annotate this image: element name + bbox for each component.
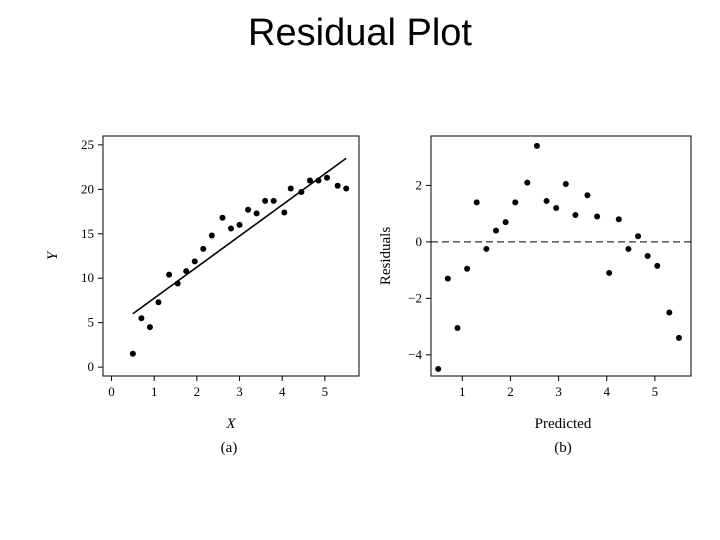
panel-b-data-point [483, 245, 490, 252]
panel-a-data-point [334, 182, 341, 189]
panel-b-data-point [644, 253, 651, 259]
panel-b-data-point [435, 365, 442, 372]
panel-b-y-tick-label: −4 [408, 347, 422, 362]
panel-b-data-point [635, 233, 642, 240]
panel-a-points [129, 174, 350, 357]
panel-a-data-point [174, 280, 181, 287]
panel-a-data-point [262, 197, 269, 204]
panel-a-x-tick-label: 3 [236, 384, 243, 399]
panel-b-data-point [666, 309, 673, 316]
panel-b-y-ticks: −4 −2 0 2 [408, 177, 431, 362]
panel-a-panel-label: (a) [221, 440, 238, 456]
panel-a-x-ticks: 0 1 2 3 4 5 [108, 376, 328, 399]
panel-a-data-point [298, 189, 305, 195]
panel-b-y-tick-label: 2 [416, 177, 423, 192]
panel-a-y-label: Y [45, 250, 61, 260]
panel-a-data-point [287, 185, 294, 192]
panel-b-data-point [675, 334, 682, 341]
panel-b-data-point [502, 219, 509, 226]
panel-b-data-point [584, 192, 591, 199]
panel-b-x-ticks: 1 2 3 4 5 [459, 376, 658, 399]
panel-b-x-tick-label: 3 [555, 384, 562, 399]
panel-b-data-point [524, 179, 531, 186]
panel-a-y-tick-label: 15 [81, 226, 94, 241]
panel-a-data-point [236, 221, 243, 228]
panel-b-data-point [464, 265, 471, 272]
panel-a-data-point [253, 210, 260, 217]
panel-a-fit-line [132, 157, 347, 315]
panel-a-x-tick-label: 5 [322, 384, 329, 399]
panel-a-data-point [200, 245, 207, 252]
panel-b-data-point [562, 181, 569, 187]
panel-b-data-point [594, 213, 601, 220]
panel-a-y-tick-label: 20 [81, 181, 94, 196]
panel-a-data-point [245, 206, 252, 213]
panel-b-data-point [444, 275, 451, 282]
panel-b-x-label: Predicted [535, 416, 592, 432]
panel-b-x-tick-label: 5 [652, 384, 659, 399]
panel-b-x-tick-label: 2 [507, 384, 514, 399]
panel-a-frame [102, 135, 360, 377]
panel-a-data-point [166, 271, 173, 278]
panel-a-data-point [315, 177, 322, 184]
panel-b-data-point [454, 325, 461, 331]
panel-b-residual-scatter: 1 2 3 4 5 −4 −2 0 2 Predicted Residuals (b) [378, 135, 692, 456]
panel-a-data-point [208, 232, 215, 239]
panel-b-data-point [533, 142, 540, 149]
panel-b-data-point [493, 227, 499, 234]
slide-title: Residual Plot [248, 12, 472, 54]
panel-a-y-tick-label: 5 [88, 315, 95, 330]
panel-a-data-point [155, 299, 162, 306]
panel-a-data-point [281, 209, 288, 216]
panel-b-data-point [543, 197, 550, 204]
panel-a-data-point [324, 174, 330, 181]
panel-a-y-tick-label: 10 [81, 270, 94, 285]
panel-a-x-tick-label: 1 [151, 384, 158, 399]
panel-a-data-point [129, 350, 136, 357]
panel-a-data-point [138, 315, 145, 322]
panel-a-data-point [183, 268, 190, 275]
panel-b-x-tick-label: 4 [603, 384, 610, 399]
panel-a-x-label: X [225, 416, 236, 432]
panel-a-y-tick-label: 25 [81, 137, 94, 152]
panel-b-x-tick-label: 1 [459, 384, 466, 399]
panel-a-data-point [343, 185, 350, 192]
panel-a-x-tick-label: 4 [279, 384, 286, 399]
panel-a-data-point [228, 225, 234, 232]
panel-b-data-point [625, 245, 632, 252]
panel-b-data-point [572, 212, 579, 219]
panel-b-y-tick-label: −2 [408, 290, 422, 305]
panel-a-scatter-with-fit: 0 1 2 3 4 5 0 5 10 15 20 25 X Y (a) [45, 135, 360, 456]
panel-a-y-ticks: 0 5 10 15 20 25 [81, 137, 103, 374]
panel-a-data-point [191, 258, 198, 265]
panel-b-data-point [654, 262, 661, 269]
panel-a-data-point [270, 197, 277, 204]
panel-b-y-label: Residuals [378, 227, 394, 285]
panel-b-data-point [553, 205, 560, 211]
panel-a-x-tick-label: 2 [194, 384, 201, 399]
panel-a-data-point [306, 177, 313, 184]
panel-b-points [435, 142, 682, 372]
panel-b-data-point [606, 269, 613, 276]
panel-a-data-point [219, 214, 226, 221]
panel-a-y-tick-label: 0 [88, 359, 95, 374]
panel-a-x-tick-label: 0 [108, 384, 115, 399]
panel-b-y-tick-label: 0 [416, 234, 423, 249]
panel-b-panel-label: (b) [554, 440, 572, 456]
panel-b-data-point [615, 216, 622, 223]
panel-b-data-point [512, 199, 519, 206]
panel-a-data-point [146, 324, 153, 331]
panel-b-data-point [473, 199, 480, 206]
panel-b-frame [430, 135, 692, 377]
